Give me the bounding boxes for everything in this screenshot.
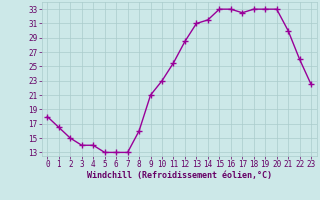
X-axis label: Windchill (Refroidissement éolien,°C): Windchill (Refroidissement éolien,°C)	[87, 171, 272, 180]
